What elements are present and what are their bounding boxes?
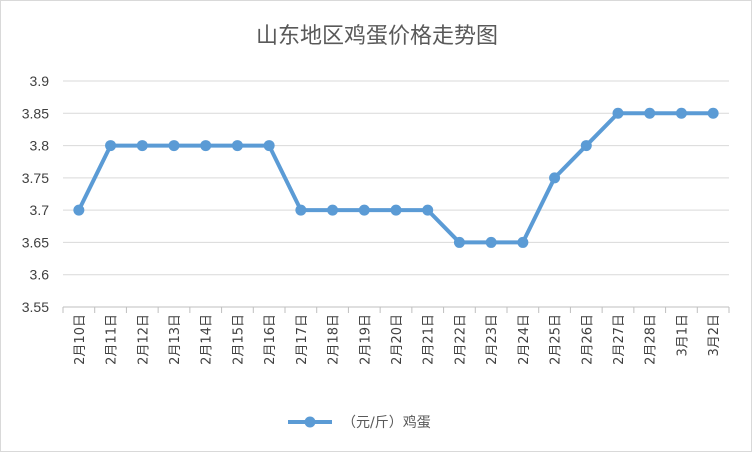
x-tick-label: 2月28日 (644, 314, 659, 365)
x-tick-label: 2月20日 (390, 314, 405, 365)
data-point[interactable] (358, 204, 370, 216)
data-point[interactable] (517, 236, 529, 248)
chart-title: 山东地区鸡蛋价格走势图 (256, 24, 498, 49)
data-point[interactable] (105, 140, 117, 152)
data-point[interactable] (327, 204, 339, 216)
data-point[interactable] (295, 204, 307, 216)
gridlines (63, 80, 729, 276)
x-tick-label: 2月25日 (549, 314, 564, 365)
data-point[interactable] (136, 140, 148, 152)
data-point[interactable] (231, 140, 243, 152)
x-tick-label: 3月1日 (675, 314, 690, 357)
x-tick-label: 2月16日 (263, 314, 278, 365)
x-tick-label: 2月10日 (73, 314, 88, 365)
data-point[interactable] (612, 107, 624, 119)
data-point[interactable] (200, 140, 212, 152)
x-tick-label: 2月27日 (612, 314, 627, 365)
data-point[interactable] (549, 172, 561, 184)
series-layer (73, 107, 719, 248)
y-tick-label: 3.7 (30, 202, 50, 218)
y-tick-label: 3.6 (30, 267, 50, 283)
data-point[interactable] (707, 107, 719, 119)
data-point[interactable] (390, 204, 402, 216)
data-point[interactable] (675, 107, 687, 119)
y-tick-label: 3.8 (30, 138, 50, 154)
y-axis-ticks: 3.9 3.85 3.8 3.75 3.7 3.65 3.6 3.55 (22, 73, 49, 315)
legend[interactable]: （元/斤）鸡蛋 (288, 414, 431, 431)
x-tick-label: 2月15日 (231, 314, 246, 365)
x-tick-label: 2月22日 (453, 314, 468, 365)
legend-marker-swatch (304, 416, 316, 428)
data-point[interactable] (580, 140, 592, 152)
legend-label: （元/斤）鸡蛋 (342, 414, 431, 431)
x-axis (62, 306, 730, 313)
x-tick-label: 3月2日 (707, 314, 722, 357)
x-tick-label: 2月26日 (580, 314, 595, 365)
x-axis-ticks: 2月10日 2月11日 2月12日 2月13日 2月14日 2月15日 2月16日 2月17日… (73, 314, 722, 365)
data-point[interactable] (263, 140, 275, 152)
data-point[interactable] (453, 236, 465, 248)
data-point[interactable] (422, 204, 434, 216)
x-tick-label: 2月13日 (168, 314, 183, 365)
data-point[interactable] (485, 236, 497, 248)
data-point[interactable] (168, 140, 180, 152)
x-tick-label: 2月21日 (422, 314, 437, 365)
x-tick-label: 2月14日 (200, 314, 215, 365)
y-tick-label: 3.85 (22, 105, 49, 121)
x-tick-label: 2月18日 (327, 314, 342, 365)
data-point[interactable] (644, 107, 656, 119)
x-tick-label: 2月23日 (485, 314, 500, 365)
x-tick-label: 2月17日 (295, 314, 310, 365)
y-tick-label: 3.9 (30, 73, 50, 89)
x-tick-label: 2月11日 (105, 314, 120, 365)
y-tick-label: 3.65 (22, 234, 49, 250)
x-tick-label: 2月12日 (136, 314, 151, 365)
y-tick-label: 3.75 (22, 170, 49, 186)
y-tick-label: 3.55 (22, 299, 49, 315)
x-tick-label: 2月19日 (358, 314, 373, 365)
x-tick-label: 2月24日 (517, 314, 532, 365)
data-point[interactable] (73, 204, 85, 216)
